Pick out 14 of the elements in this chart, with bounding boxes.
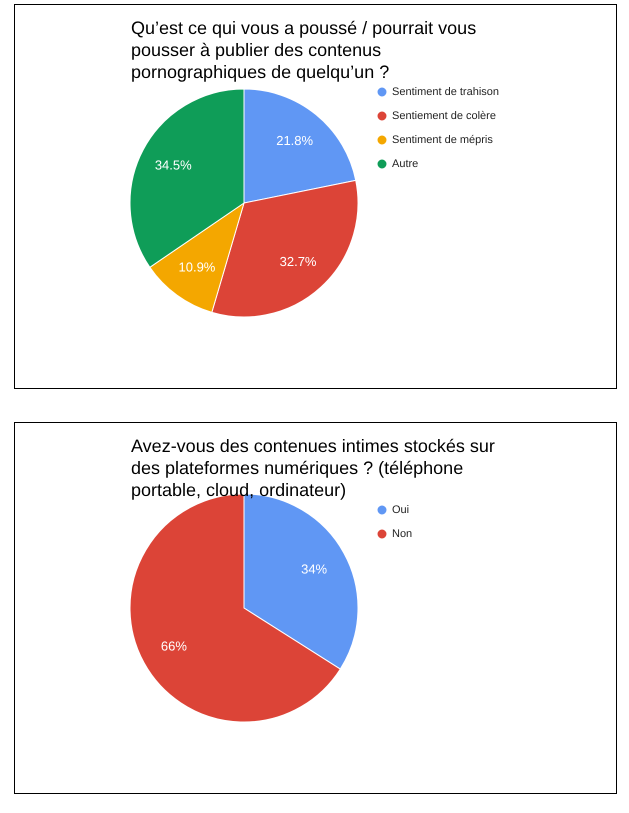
data-label: 32.7%	[280, 254, 317, 269]
legend-label: Autre	[392, 158, 418, 170]
data-label: 34%	[301, 561, 328, 576]
data-label: 10.9%	[178, 260, 216, 275]
data-label: 21.8%	[276, 133, 314, 148]
legend-label: Sentiment de trahison	[392, 86, 500, 98]
legend-label: Oui	[392, 504, 410, 516]
data-label: 34.5%	[154, 158, 192, 173]
data-label: 66%	[160, 638, 188, 654]
chart-title: Avez-vous des contenues intimes stockés sur des plateformes numériques ? (téléphone portable, cloud, ordinateur)	[131, 436, 495, 500]
legend-label: Sentiement de colère	[392, 110, 496, 122]
chart-title: Qu’est ce qui vous a poussé / pourrait vous pousser à publier des contenus pornographiques de quelqu’un ?	[131, 18, 476, 82]
legend-label: Sentiment de mépris	[392, 134, 494, 146]
legend-label: Non	[392, 528, 412, 540]
